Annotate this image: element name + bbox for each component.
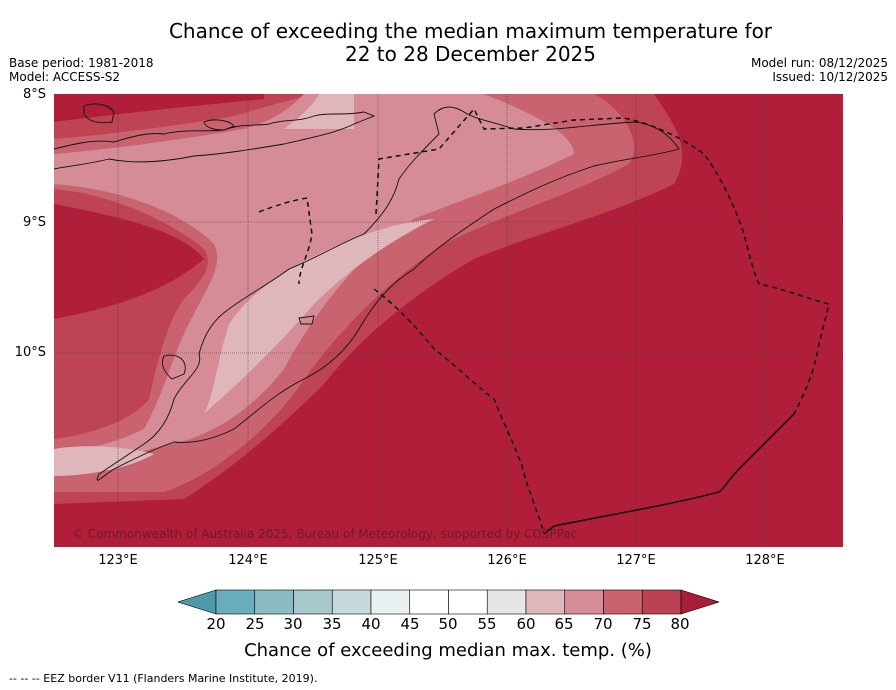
cb-tick-70: 70 (593, 615, 613, 633)
colorbar-cell (564, 589, 604, 615)
colorbar-label-text: Chance of exceeding median max. temp. (%… (244, 640, 652, 661)
map-title: Chance of exceeding the median maximum t… (45, 20, 896, 66)
band-60 (284, 94, 354, 129)
colorbar-cell (370, 589, 411, 615)
colorbar-cell (409, 589, 449, 615)
eez-legend-footer: -- -- -- EEZ border V11 (Flanders Marine… (9, 672, 318, 685)
cb-tick-25: 25 (245, 615, 265, 633)
colorbar-cell (215, 589, 256, 615)
colorbar-cell (525, 589, 566, 615)
cb-tick-65: 65 (554, 615, 574, 633)
colorbar-ticks: 20 25 30 35 40 45 50 55 60 65 70 75 80 (0, 615, 896, 635)
lat-label-8s: 8°S (22, 87, 46, 102)
colorbar (178, 589, 719, 615)
gridlines (54, 94, 843, 547)
cb-tick-45: 45 (400, 615, 420, 633)
lon-label-128e: 128°E (745, 553, 785, 568)
colorbar-cell (254, 589, 294, 615)
colorbar-label: Chance of exceeding median max. temp. (%… (0, 640, 896, 661)
model-run: Model run: 08/12/2025 (750, 56, 888, 70)
title-line-1: Chance of exceeding the median maximum t… (168, 19, 773, 43)
cb-tick-40: 40 (361, 615, 381, 633)
lat-label-10s: 10°S (14, 345, 46, 360)
colorbar-cell (603, 589, 643, 615)
colorbar-cell (486, 589, 527, 615)
colorbar-cell (641, 589, 682, 615)
base-period: Base period: 1981-2018 (9, 56, 154, 70)
cb-tick-20: 20 (206, 615, 226, 633)
cb-tick-50: 50 (438, 615, 458, 633)
colorbar-cell (448, 589, 488, 615)
model-name: Model: ACCESS-S2 (9, 70, 121, 84)
eez-border (258, 107, 830, 535)
coastlines (54, 103, 680, 481)
meta-left: Base period: 1981-2018 Model: ACCESS-S2 (9, 56, 154, 84)
lon-label-124e: 124°E (228, 553, 268, 568)
cb-tick-35: 35 (322, 615, 342, 633)
lon-label-123e: 123°E (98, 553, 138, 568)
colorbar-cell (331, 589, 372, 615)
eez-solid-segment (543, 413, 795, 535)
meta-right: Model run: 08/12/2025 Issued: 10/12/2025 (751, 56, 888, 84)
lon-label-127e: 127°E (616, 553, 656, 568)
cb-tick-30: 30 (283, 615, 303, 633)
map-panel (54, 94, 843, 547)
cb-tick-80: 80 (670, 615, 690, 633)
colorbar-extend-high (680, 589, 719, 615)
cb-tick-55: 55 (477, 615, 497, 633)
colorbar-cells (178, 589, 719, 615)
cb-tick-60: 60 (516, 615, 536, 633)
colorbar-cell (293, 589, 333, 615)
map-canvas (54, 94, 843, 547)
lat-label-9s: 9°S (22, 215, 46, 230)
copyright-notice: © Commonwealth of Australia 2025, Bureau… (72, 527, 578, 541)
issued-date: Issued: 10/12/2025 (772, 70, 888, 84)
lon-label-126e: 126°E (487, 553, 527, 568)
colorbar-extend-low (178, 589, 217, 615)
band-60-b (204, 219, 434, 414)
lon-label-125e: 125°E (358, 553, 398, 568)
title-line-2: 22 to 28 December 2025 (344, 42, 596, 66)
cb-tick-75: 75 (632, 615, 652, 633)
